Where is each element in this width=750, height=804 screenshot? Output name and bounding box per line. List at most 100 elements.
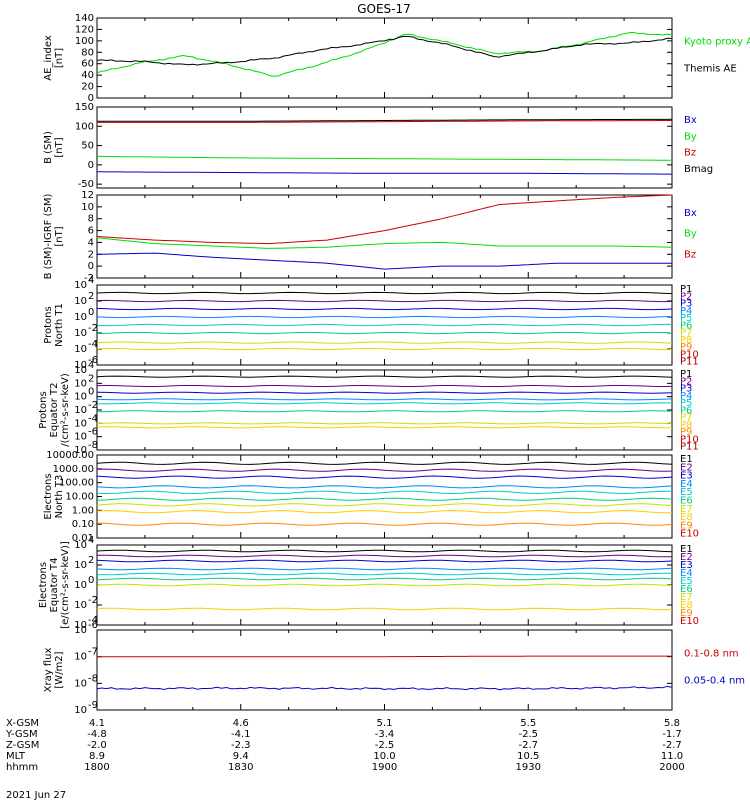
- footer-row-label: hhmm: [6, 762, 38, 773]
- panel-p_t2: Protons Equator T2/(cm²-s-sr-keV)10-810-6…: [38, 360, 699, 456]
- series-line: [96, 384, 673, 388]
- series-line: [97, 120, 672, 123]
- panel-e_t4: Electrons Equator T4 [e/(cm²-s-sr-keV)] 10-…: [38, 535, 699, 631]
- panel-frame: [96, 629, 673, 711]
- y-tick-label: 10: [74, 580, 87, 591]
- legend-entry: P7: [680, 328, 692, 339]
- footer-value: 11.0: [661, 751, 683, 762]
- y-tick-label: 10: [74, 705, 87, 716]
- legend-entry: P7: [680, 413, 692, 424]
- series-line: [96, 252, 672, 270]
- y-tick-label: 20: [81, 82, 94, 93]
- y-tick-label: 10: [74, 344, 87, 355]
- y-tick-label: 10: [74, 540, 87, 551]
- series-line: [96, 607, 673, 611]
- y-tick-label: 0: [88, 93, 94, 104]
- legend-entry: E7: [680, 504, 693, 515]
- legend-entry: By: [684, 229, 697, 240]
- y-tick-label: -2: [84, 273, 94, 284]
- y-tick-label: 10: [74, 445, 87, 456]
- legend-entry: P3: [680, 384, 692, 395]
- legend-entry: P8: [680, 335, 692, 346]
- footer-value: 4.1: [89, 718, 105, 729]
- series-line: [96, 549, 673, 553]
- y-axis-label: Protons: [43, 306, 54, 343]
- legend-entry: P2: [680, 291, 692, 302]
- y-tick-label: 10: [74, 625, 87, 636]
- footer-value: 10.5: [517, 751, 539, 762]
- series-line: [96, 323, 672, 327]
- y-tick-label: 12: [81, 190, 94, 201]
- legend-entry: P6: [680, 320, 692, 331]
- series-line: [96, 391, 673, 394]
- legend-entry: P11: [680, 357, 699, 368]
- y-tick-exponent: -9: [88, 700, 98, 711]
- legend-entry: E1: [680, 544, 693, 555]
- legend-entry: P5: [680, 398, 692, 409]
- y-tick-exponent: 2: [88, 555, 94, 566]
- series-line: [96, 559, 673, 563]
- footer-value: 10.0: [373, 751, 395, 762]
- footer-value: 1900: [372, 762, 397, 773]
- footer-value: -2.3: [231, 740, 251, 751]
- legend-entry: E8: [680, 600, 693, 611]
- footer-value: -2.7: [518, 740, 538, 751]
- footer-value: -1.7: [662, 729, 682, 740]
- y-axis-label: North T1: [54, 303, 65, 347]
- y-tick-label: 10000.00: [46, 450, 94, 461]
- y-tick-label: 10: [74, 296, 87, 307]
- legend-entry: E9: [680, 608, 693, 619]
- legend-entry: E5: [680, 576, 693, 587]
- footer-value: -2.0: [87, 740, 107, 751]
- series-line: [96, 572, 673, 576]
- y-axis-label: AE_index: [43, 35, 54, 81]
- y-tick-label: 10: [74, 312, 87, 323]
- series-line: [96, 35, 673, 66]
- footer-value: 5.1: [377, 718, 393, 729]
- y-tick-exponent: 2: [88, 291, 94, 302]
- footer-value: 1930: [516, 762, 541, 773]
- series-line: [96, 422, 673, 425]
- y-tick-label: 150: [75, 102, 94, 113]
- footer-value: -4.1: [231, 729, 251, 740]
- series-line: [96, 347, 672, 351]
- panel-frame: [96, 17, 673, 99]
- y-tick-label: 60: [81, 59, 94, 70]
- y-tick-label: 10: [74, 600, 87, 611]
- y-tick-exponent: -8: [88, 673, 98, 684]
- legend-entry: E4: [680, 479, 693, 490]
- legend-entry: E2: [680, 552, 693, 563]
- legend-entry: E10: [680, 616, 699, 627]
- y-axis-label: Xray flux: [43, 648, 54, 693]
- y-tick-exponent: -2: [88, 595, 98, 606]
- legend-entry: 0.05-0.4 nm: [684, 675, 745, 686]
- y-tick-exponent: -8: [88, 440, 98, 451]
- footer-value: 8.9: [89, 751, 105, 762]
- y-tick-exponent: -6: [88, 620, 98, 631]
- legend-entry: E3: [680, 471, 693, 482]
- series-line: [96, 398, 673, 401]
- y-tick-exponent: -2: [88, 400, 98, 411]
- y-tick-label: 6: [88, 226, 94, 237]
- y-tick-label: 0: [88, 261, 94, 272]
- legend-entry: P3: [680, 299, 692, 310]
- series-line: [96, 583, 673, 587]
- y-tick-label: 1.00: [72, 505, 94, 516]
- legend-entry: P10: [680, 349, 699, 360]
- series-line: [97, 655, 672, 658]
- series-line: [96, 554, 673, 558]
- y-tick-label: 4: [88, 237, 94, 248]
- y-axis-label: [nT]: [54, 48, 65, 68]
- legend-entry: E4: [680, 568, 693, 579]
- y-tick-label: 1000.00: [53, 464, 94, 475]
- y-tick-label: 10: [74, 418, 87, 429]
- y-axis-label: Protons: [38, 391, 49, 428]
- footer-value: -4.8: [87, 729, 107, 740]
- y-tick-exponent: -4: [88, 339, 98, 350]
- y-axis-label: B (SM): [43, 131, 54, 164]
- y-tick-exponent: 4: [88, 535, 94, 546]
